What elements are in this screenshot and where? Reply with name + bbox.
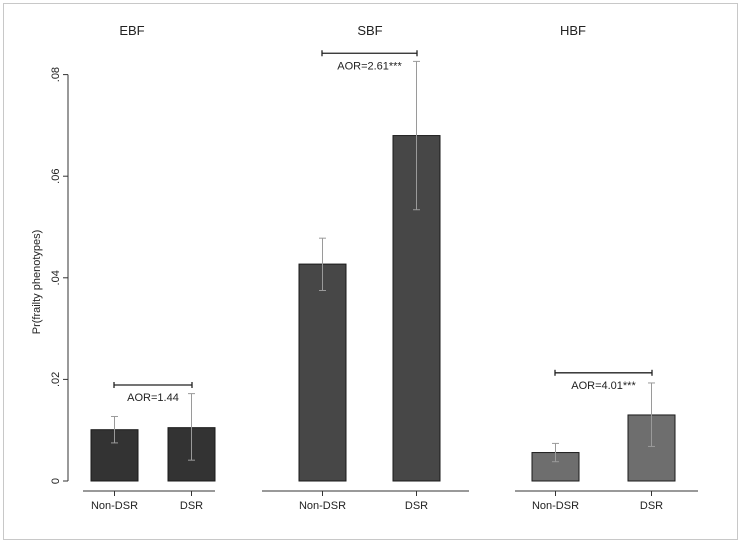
- y-tick-label: .02: [50, 372, 62, 387]
- panel-sbf: SBF Non-DSR DSR AOR=2.61***: [262, 23, 469, 512]
- bar: [298, 263, 347, 482]
- x-tick-label: DSR: [640, 500, 663, 512]
- y-tick-label: .08: [50, 67, 62, 82]
- x-tick-label: Non-DSR: [91, 500, 138, 512]
- panels: EBF Non-DSR DSR AOR=1.44 SBF Non-DSR DSR AOR=2.…: [83, 23, 698, 512]
- panel-title: EBF: [119, 23, 144, 38]
- annotation: AOR=2.61***: [337, 60, 402, 72]
- x-tick-label: Non-DSR: [299, 500, 346, 512]
- y-tick-label: 0: [50, 478, 62, 484]
- bar: [531, 452, 580, 482]
- x-tick-label: DSR: [405, 500, 428, 512]
- annotation: AOR=4.01***: [571, 380, 636, 392]
- panel-ebf: EBF Non-DSR DSR AOR=1.44: [83, 23, 216, 512]
- panel-hbf: HBF Non-DSR DSR AOR=4.01***: [515, 23, 698, 512]
- panel-title: SBF: [357, 23, 382, 38]
- y-tick-label: .06: [50, 169, 62, 184]
- x-tick-label: Non-DSR: [532, 500, 579, 512]
- y-tick-label: .04: [50, 270, 62, 285]
- y-axis: 0 .02 .04 .06 .08: [50, 67, 69, 484]
- x-tick-label: DSR: [180, 500, 203, 512]
- y-axis-label: Pr(frailty phenotypes): [31, 230, 43, 335]
- annotation: AOR=1.44: [127, 392, 179, 404]
- panel-title: HBF: [560, 23, 586, 38]
